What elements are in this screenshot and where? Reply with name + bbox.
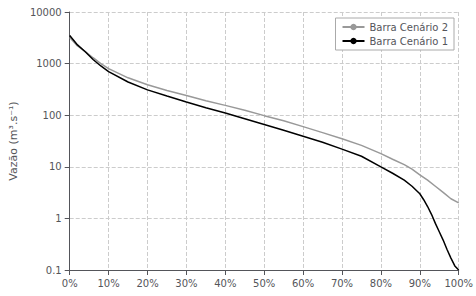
svg-text:Vazão (m³.s⁻¹): Vazão (m³.s⁻¹) [7, 101, 20, 180]
svg-text:0.1: 0.1 [46, 265, 62, 276]
svg-text:1000: 1000 [36, 58, 61, 69]
svg-text:100: 100 [43, 110, 62, 121]
svg-text:60%: 60% [292, 278, 314, 289]
svg-text:1: 1 [55, 213, 61, 224]
svg-text:30%: 30% [175, 278, 197, 289]
svg-text:40%: 40% [214, 278, 236, 289]
svg-text:10000: 10000 [30, 7, 62, 18]
svg-text:90%: 90% [409, 278, 431, 289]
svg-text:50%: 50% [253, 278, 275, 289]
svg-text:Barra Cenário 2: Barra Cenário 2 [370, 22, 449, 33]
svg-text:0%: 0% [62, 278, 78, 289]
svg-text:10%: 10% [97, 278, 119, 289]
svg-text:10: 10 [49, 161, 62, 172]
svg-text:70%: 70% [331, 278, 353, 289]
svg-text:80%: 80% [370, 278, 392, 289]
svg-text:100%: 100% [444, 278, 473, 289]
svg-text:Barra Cenário 1: Barra Cenário 1 [370, 36, 449, 47]
svg-text:20%: 20% [136, 278, 158, 289]
